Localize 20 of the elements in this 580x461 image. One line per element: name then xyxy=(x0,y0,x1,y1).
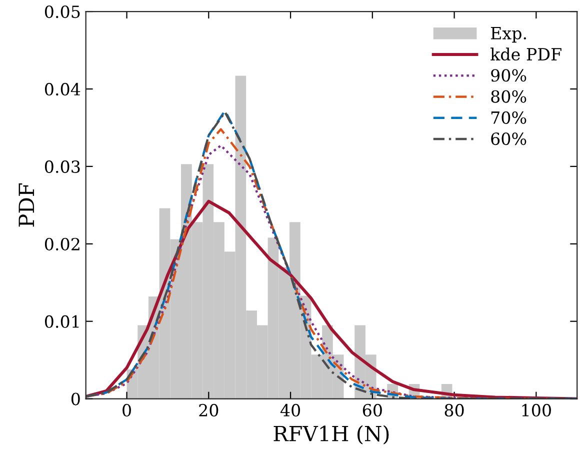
x-tick-label: 40 xyxy=(280,404,300,417)
y-tick-label: 0.03 xyxy=(44,160,80,173)
x-tick-label: 20 xyxy=(199,404,218,417)
y-tick-label: 0.01 xyxy=(44,315,79,328)
y-tick-label: 0.05 xyxy=(44,5,80,18)
legend-label: 90% xyxy=(491,69,526,82)
x-tick-label: 0 xyxy=(122,404,131,417)
legend-label: 70% xyxy=(491,111,526,124)
legend-label: 80% xyxy=(491,90,526,103)
y-tick-label: 0 xyxy=(71,392,80,406)
x-tick-label: 100 xyxy=(522,404,551,417)
legend-label: 60% xyxy=(491,132,526,146)
legend-label: Exp. xyxy=(490,27,526,43)
y-tick-label: 0.04 xyxy=(44,82,80,96)
legend-label: kde PDF xyxy=(490,48,562,61)
x-tick-label: 60 xyxy=(362,404,382,417)
x-tick-label: 80 xyxy=(444,404,464,417)
x-axis-title: RFV1H (N) xyxy=(274,425,389,444)
y-axis-title: PDF xyxy=(18,183,34,227)
y-tick-label: 0.02 xyxy=(44,238,80,250)
